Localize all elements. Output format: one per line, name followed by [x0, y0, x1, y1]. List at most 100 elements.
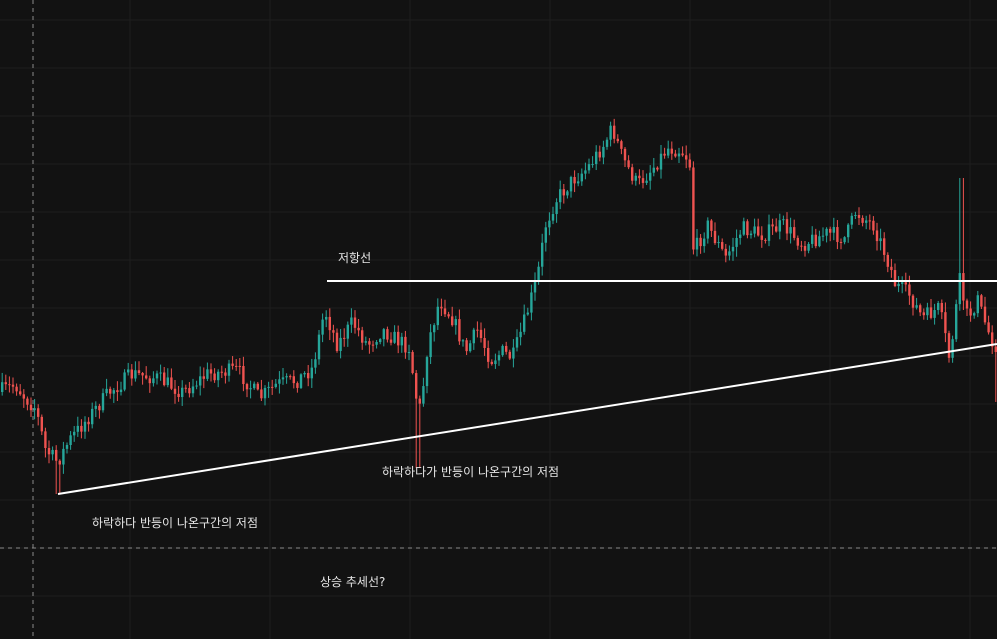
candle-body — [94, 405, 97, 409]
candle-body — [526, 312, 529, 315]
candle-body — [353, 317, 357, 328]
candle-body — [929, 307, 933, 318]
candle-body — [818, 236, 821, 247]
candle-body — [386, 329, 389, 340]
candle-body — [170, 377, 173, 389]
candle-body — [796, 237, 799, 246]
candle-body — [245, 384, 249, 390]
candle-body — [577, 181, 580, 184]
candle-body — [523, 314, 526, 332]
uptrend-line[interactable] — [57, 343, 997, 495]
candle-body — [22, 394, 25, 399]
candle-body — [879, 238, 882, 242]
candle-body — [681, 153, 684, 156]
candle-body — [638, 175, 641, 179]
candle-body — [134, 370, 137, 379]
candle-body — [80, 425, 83, 432]
candle-body — [465, 340, 468, 352]
candle-body — [429, 332, 432, 358]
candle-body — [717, 242, 720, 244]
candle-body — [814, 234, 817, 247]
candle-body — [566, 191, 569, 196]
candle-body — [983, 306, 987, 323]
candle-body — [65, 445, 69, 449]
candle-body — [854, 214, 857, 216]
candle-body — [663, 153, 666, 156]
candle-body — [15, 386, 18, 392]
candle-body — [371, 344, 375, 346]
candle-body — [641, 178, 645, 183]
candle-body — [757, 226, 760, 236]
candle-body — [551, 214, 555, 221]
candle-body — [609, 125, 612, 140]
candle-body — [238, 365, 241, 367]
candle-body — [4, 382, 7, 385]
candle-body — [472, 329, 475, 344]
candle-body — [512, 347, 515, 359]
candle-body — [735, 237, 738, 247]
candle-body — [328, 316, 331, 331]
candle-body — [519, 331, 522, 338]
candle-body — [724, 248, 727, 256]
trend-label: 상승 추세선? — [320, 575, 385, 589]
candle-body — [112, 390, 115, 394]
candle-body — [973, 313, 976, 316]
candle-body — [231, 363, 234, 366]
candle-body — [483, 338, 486, 348]
candle-body — [440, 306, 443, 309]
candle-body — [652, 167, 655, 173]
candle-body — [296, 383, 299, 388]
candle-body — [836, 227, 839, 242]
candle-body — [375, 342, 378, 345]
candle-body — [850, 215, 853, 225]
candle-body — [137, 370, 141, 374]
candle-body — [281, 377, 285, 380]
candle-body — [152, 378, 155, 384]
candle-body — [890, 266, 893, 271]
candle-body — [937, 302, 940, 311]
candle-body — [688, 159, 691, 168]
candle-body — [886, 254, 889, 267]
candle-body — [447, 314, 450, 317]
candle-body — [339, 337, 342, 351]
candle-body — [800, 245, 803, 247]
candle-body — [407, 352, 411, 354]
candle-body — [926, 307, 929, 316]
candles — [1, 118, 997, 494]
candle-body — [584, 170, 587, 174]
candle-body — [433, 325, 436, 333]
candle-body — [260, 389, 263, 399]
candle-body — [62, 448, 65, 465]
candle-body — [821, 235, 825, 237]
candle-body — [1, 382, 4, 392]
candle-body — [217, 371, 220, 381]
candle-body — [667, 148, 670, 156]
candle-body — [573, 177, 576, 184]
candle-body — [325, 316, 328, 320]
candle-body — [11, 384, 15, 387]
candle-body — [749, 233, 753, 236]
resistance-label: 저항선 — [338, 251, 371, 265]
candle-body — [692, 167, 695, 250]
candle-body — [649, 172, 652, 181]
candle-body — [173, 388, 177, 394]
candle-body — [980, 295, 983, 307]
candle-body — [91, 408, 94, 425]
candle-body — [404, 336, 407, 353]
candle-body — [915, 305, 918, 308]
low-mid-label: 하락하다가 반등이 나온구간의 저점 — [382, 465, 559, 479]
candle-body — [242, 366, 245, 385]
candle-body — [901, 282, 904, 284]
candle-body — [505, 345, 508, 352]
candle-body — [418, 398, 421, 404]
candle-body — [303, 373, 306, 375]
candle-body — [310, 367, 313, 379]
candle-body — [670, 148, 673, 154]
candle-body — [947, 333, 951, 358]
candle-body — [476, 329, 479, 331]
candle-body — [605, 139, 609, 147]
candle-body — [389, 339, 393, 343]
candle-body — [235, 365, 238, 367]
